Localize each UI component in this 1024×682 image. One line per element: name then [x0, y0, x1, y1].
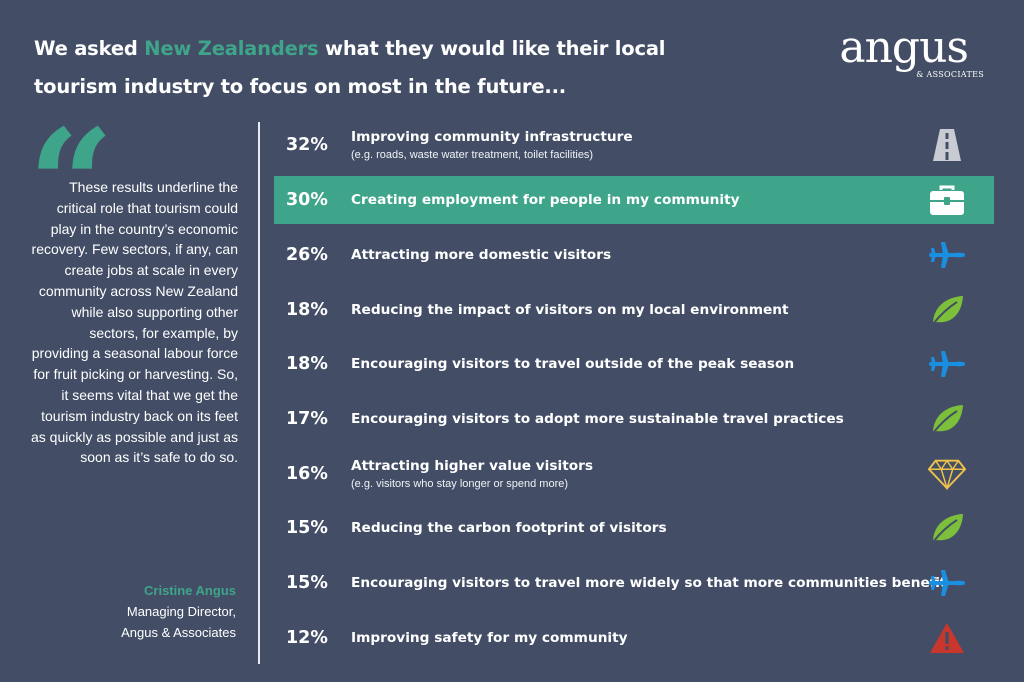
diamond-icon	[928, 457, 966, 491]
title-pre: We asked	[34, 37, 145, 60]
result-text: Attracting more domestic visitors	[351, 247, 994, 263]
divider	[258, 122, 260, 664]
result-label: Attracting more domestic visitors	[351, 247, 612, 264]
result-text: Improving community infrastructure (e.g. …	[351, 129, 994, 161]
result-text: Creating employment for people in my com…	[351, 192, 994, 208]
result-label: Encouraging visitors to travel more wide…	[351, 575, 947, 592]
title-post: what they would like their local tourism…	[34, 37, 666, 98]
result-percent: 17%	[286, 409, 328, 430]
result-row: 32% Improving community infrastructure (e.…	[274, 118, 994, 173]
result-text: Encouraging visitors to travel outside o…	[351, 356, 994, 372]
result-text: Reducing the carbon footprint of visitor…	[351, 520, 994, 536]
result-label: Encouraging visitors to adopt more susta…	[351, 411, 844, 428]
result-row: 18% Encouraging visitors to travel outsid…	[274, 337, 994, 392]
result-label: Encouraging visitors to travel outside o…	[351, 356, 795, 373]
logo: angus & ASSOCIATES	[812, 26, 988, 86]
result-text: Reducing the impact of visitors on my lo…	[351, 302, 994, 318]
result-text: Encouraging visitors to adopt more susta…	[351, 411, 994, 427]
page-title: We asked New Zealanders what they would …	[34, 30, 674, 106]
quote-text: These results underline the critical rol…	[31, 179, 238, 466]
result-percent: 15%	[286, 518, 328, 539]
road-icon	[928, 128, 966, 162]
result-label: Improving community infrastructure	[351, 129, 633, 146]
result-row: 26% Attracting more domestic visitors	[274, 228, 994, 283]
plane-icon	[928, 238, 966, 272]
result-percent: 18%	[286, 354, 328, 375]
briefcase-icon	[928, 183, 966, 217]
plane-icon	[928, 347, 966, 381]
result-text: Encouraging visitors to travel more wide…	[351, 575, 994, 591]
result-row: 16% Attracting higher value visitors (e.g.…	[274, 446, 994, 501]
result-text: Attracting higher value visitors (e.g. vi…	[351, 458, 994, 490]
result-row: 17% Encouraging visitors to adopt more su…	[274, 392, 994, 447]
result-row: 18% Reducing the impact of visitors on my…	[274, 282, 994, 337]
quote-author: Cristine Angus Managing Director, Angus …	[60, 580, 236, 643]
result-percent: 32%	[286, 135, 328, 156]
quote-mark-icon: “	[28, 97, 115, 273]
warning-icon	[928, 621, 966, 655]
result-percent: 30%	[286, 189, 328, 210]
plane-icon	[928, 566, 966, 600]
logo-sub: & ASSOCIATES	[916, 70, 984, 79]
result-percent: 26%	[286, 245, 328, 266]
leaf-icon	[928, 511, 966, 545]
result-label: Improving safety for my community	[351, 629, 628, 646]
logo-word: angus	[839, 22, 969, 73]
result-label: Reducing the carbon footprint of visitor…	[351, 520, 667, 537]
leaf-icon	[928, 402, 966, 436]
result-label: Creating employment for people in my com…	[351, 191, 740, 208]
result-row: 30% Creating employment for people in my …	[274, 175, 994, 224]
leaf-icon	[928, 293, 966, 327]
result-percent: 16%	[286, 463, 328, 484]
result-percent: 15%	[286, 573, 328, 594]
result-label: Attracting higher value visitors	[351, 457, 594, 474]
result-label: Reducing the impact of visitors on my lo…	[351, 301, 789, 318]
result-sublabel: (e.g. visitors who stay longer or spend …	[351, 477, 569, 490]
result-percent: 18%	[286, 299, 328, 320]
result-percent: 12%	[286, 627, 328, 648]
result-sublabel: (e.g. roads, waste water treatment, toil…	[351, 149, 594, 162]
author-role: Managing Director,	[126, 604, 236, 619]
result-row: 12% Improving safety for my community	[274, 611, 994, 666]
title-accent: New Zealanders	[144, 37, 319, 60]
author-name: Cristine Angus	[144, 583, 236, 598]
result-text: Improving safety for my community	[351, 630, 994, 646]
results-list: 32% Improving community infrastructure (e.…	[274, 118, 994, 665]
result-row: 15% Reducing the carbon footprint of visi…	[274, 501, 994, 556]
result-row: 15% Encouraging visitors to travel more w…	[274, 556, 994, 611]
author-company: Angus & Associates	[121, 625, 236, 640]
